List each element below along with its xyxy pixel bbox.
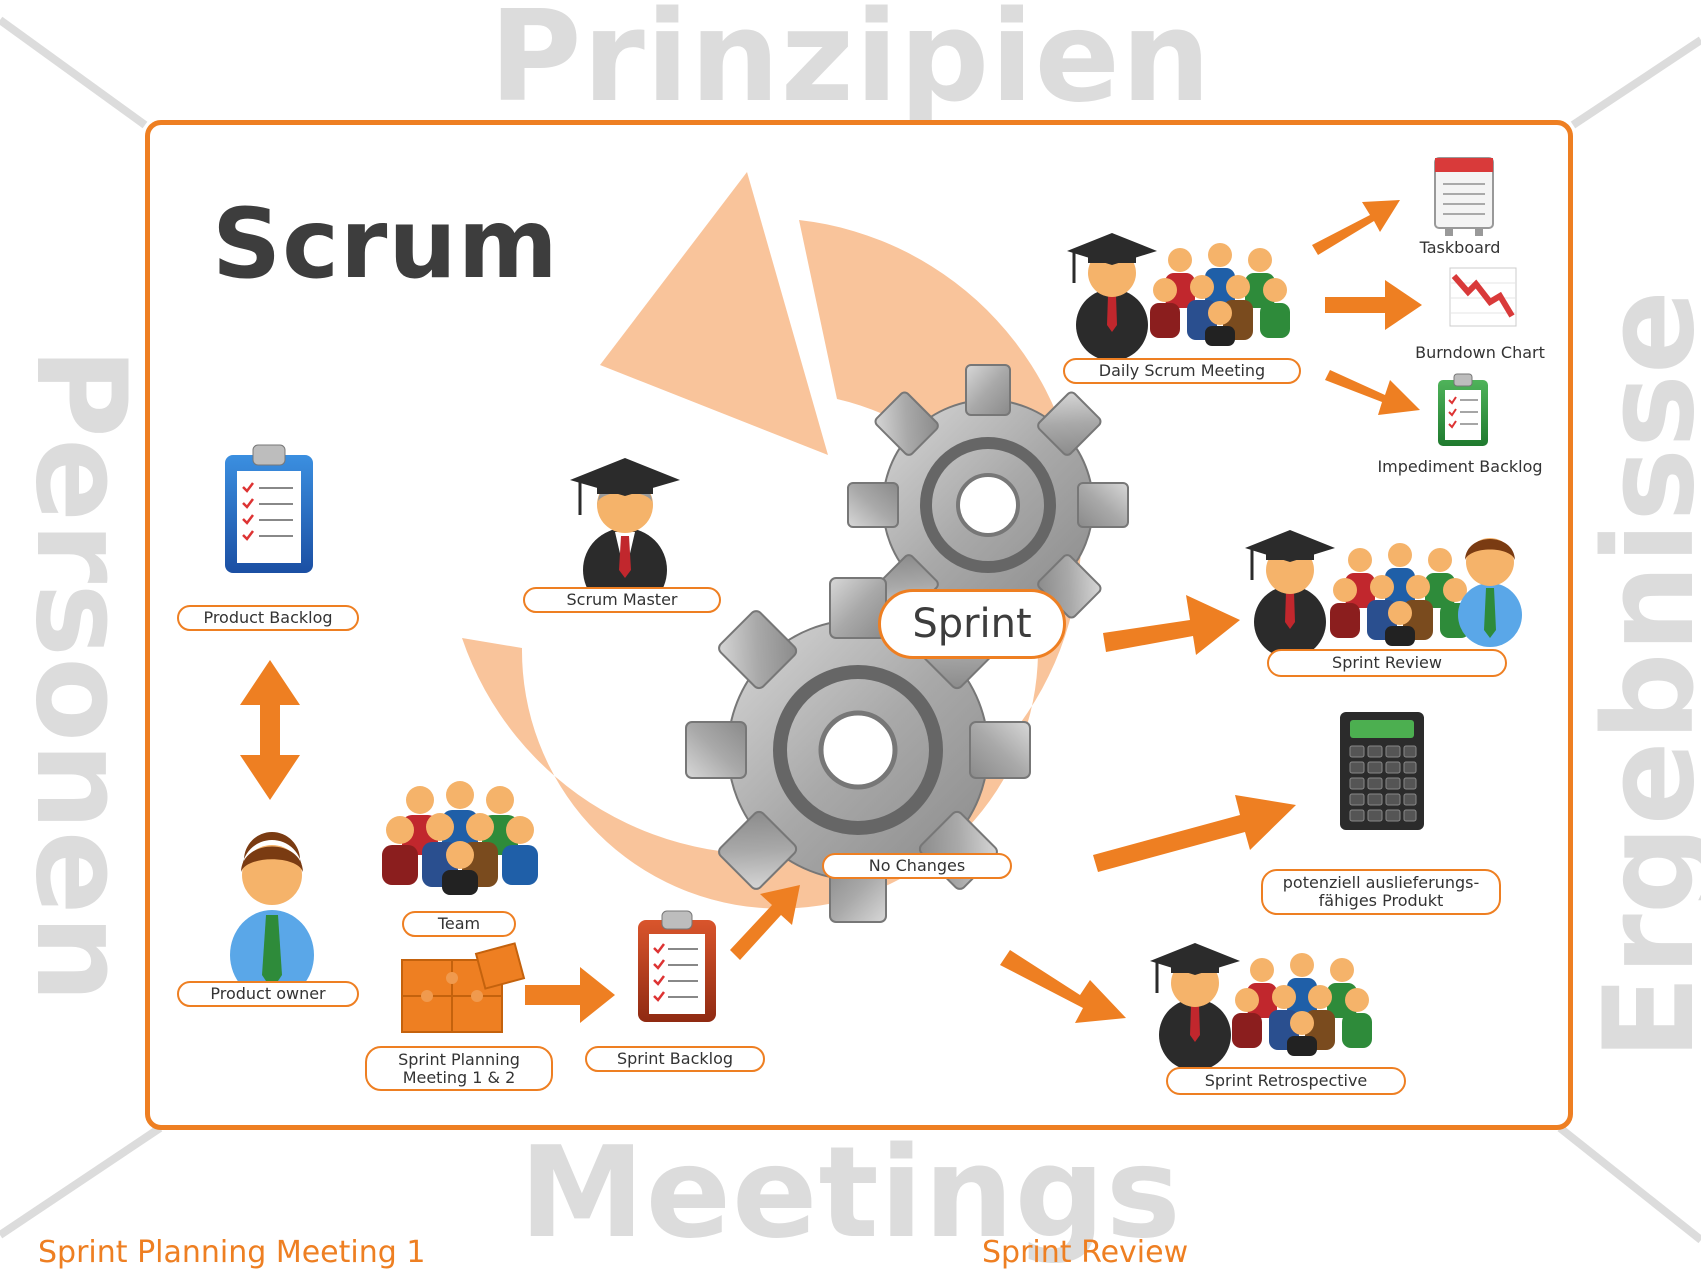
- label-sprint-planning: Sprint Planning Meeting 1 & 2: [365, 1046, 553, 1091]
- caption-taskboard: Taskboard: [1419, 238, 1501, 257]
- arrow-icon: [1093, 795, 1296, 872]
- person-icon: [1458, 538, 1522, 647]
- label-sprint-backlog: Sprint Backlog: [585, 1046, 765, 1072]
- label-sprint-review: Sprint Review: [1267, 649, 1507, 677]
- label-product-owner: Product owner: [177, 981, 359, 1007]
- label-scrum-master: Scrum Master: [523, 587, 721, 613]
- label-product-backlog: Product Backlog: [177, 605, 359, 631]
- diagram-title: Scrum: [212, 188, 559, 300]
- arrow-icon: [1312, 200, 1422, 415]
- team-icon: [382, 781, 538, 895]
- label-daily-scrum-meeting: Daily Scrum Meeting: [1063, 358, 1301, 384]
- clipboard-icon: [1438, 373, 1488, 446]
- sprint-center-label: Sprint: [878, 589, 1066, 659]
- clipboard-icon: [225, 444, 313, 573]
- sprint-cycle-arrow: [462, 172, 1082, 909]
- frame-word-bottom: Meetings: [519, 1119, 1182, 1266]
- caption-burndown-chart: Burndown Chart: [1415, 343, 1545, 362]
- calendar-icon: [1434, 157, 1494, 236]
- arrow-icon: [730, 885, 800, 960]
- puzzle-icon: [401, 942, 526, 1033]
- arrow-icon: [525, 967, 615, 1023]
- burndown-chart-icon: [1449, 267, 1517, 327]
- clipboard-icon: [638, 910, 716, 1022]
- person-icon: [230, 832, 314, 1000]
- frame-word-top: Prinzipien: [489, 0, 1212, 130]
- label-team: Team: [402, 911, 516, 937]
- calculator-icon: [1340, 712, 1424, 830]
- arrow-icon: [1000, 950, 1126, 1023]
- graduate-icon: [1245, 530, 1335, 658]
- team-icon: [1232, 953, 1372, 1056]
- caption-impediment-backlog: Impediment Backlog: [1377, 457, 1543, 476]
- graduate-icon: [1067, 233, 1157, 361]
- team-icon: [1330, 543, 1470, 646]
- label-sprint-retrospective: Sprint Retrospective: [1166, 1067, 1406, 1095]
- arrow-icon: [240, 660, 300, 800]
- graduate-icon: [1150, 943, 1240, 1071]
- label-product-increment: potenziell auslieferungs- fähiges Produk…: [1261, 869, 1501, 915]
- arrow-icon: [1103, 595, 1240, 655]
- label-no-changes: No Changes: [822, 853, 1012, 879]
- team-icon: [1150, 243, 1290, 346]
